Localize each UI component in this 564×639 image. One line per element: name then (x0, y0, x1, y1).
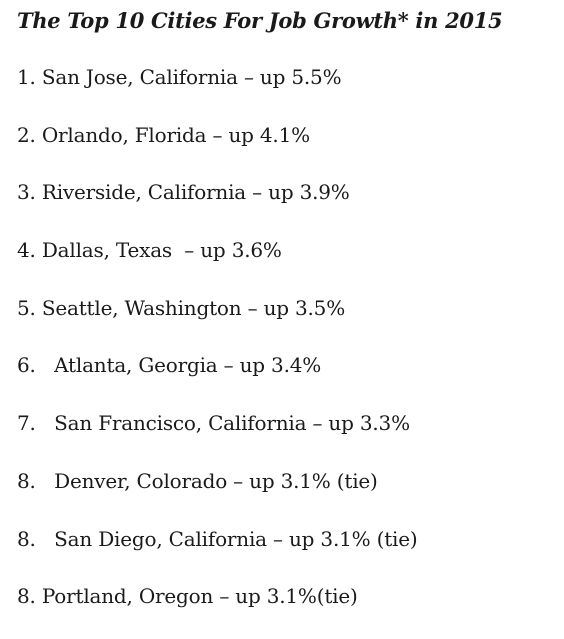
document-title: The Top 10 Cities For Job Growth* in 201… (17, 8, 503, 33)
list-item: 7. San Francisco, California – up 3.3% (17, 411, 410, 436)
list-item: 4. Dallas, Texas – up 3.6% (17, 238, 282, 263)
list-item: 8. San Diego, California – up 3.1% (tie) (17, 526, 418, 551)
list-item: 5. Seattle, Washington – up 3.5% (17, 295, 346, 320)
city-list: 1. San Jose, California – up 5.5% 2. Orl… (17, 62, 418, 639)
list-item: 6. Atlanta, Georgia – up 3.4% (17, 353, 322, 378)
list-item: 2. Orlando, Florida – up 4.1% (17, 122, 310, 147)
list-item: 1. San Jose, California – up 5.5% (17, 65, 342, 89)
list-item: 3. Riverside, California – up 3.9% (17, 180, 350, 205)
list-item: 8. Denver, Colorado – up 3.1% (tie) (17, 468, 378, 493)
list-item: 8. Portland, Oregon – up 3.1%(tie) (17, 584, 358, 609)
